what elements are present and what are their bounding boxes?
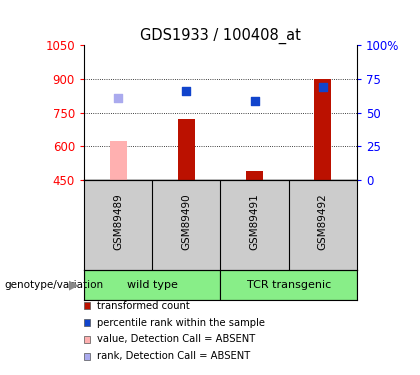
Text: ▶: ▶: [69, 279, 78, 291]
Text: genotype/variation: genotype/variation: [4, 280, 103, 290]
Bar: [178, 119, 195, 180]
Text: wild type: wild type: [127, 280, 178, 290]
Point: [251, 98, 258, 104]
Text: GSM89489: GSM89489: [113, 194, 123, 250]
Title: GDS1933 / 100408_at: GDS1933 / 100408_at: [140, 27, 301, 44]
Bar: [110, 141, 127, 180]
Point: [183, 88, 190, 94]
Bar: [84, 270, 220, 300]
Text: TCR transgenic: TCR transgenic: [247, 280, 331, 290]
Bar: [314, 79, 331, 180]
Text: percentile rank within the sample: percentile rank within the sample: [97, 318, 265, 327]
Point: [115, 95, 121, 101]
Bar: [220, 270, 357, 300]
Text: value, Detection Call = ABSENT: value, Detection Call = ABSENT: [97, 334, 255, 344]
Text: GSM89490: GSM89490: [181, 194, 192, 250]
Point: [320, 84, 326, 90]
Bar: [246, 171, 263, 180]
Text: transformed count: transformed count: [97, 301, 189, 310]
Text: GSM89492: GSM89492: [318, 194, 328, 250]
Text: GSM89491: GSM89491: [249, 194, 260, 250]
Text: rank, Detection Call = ABSENT: rank, Detection Call = ABSENT: [97, 351, 250, 361]
